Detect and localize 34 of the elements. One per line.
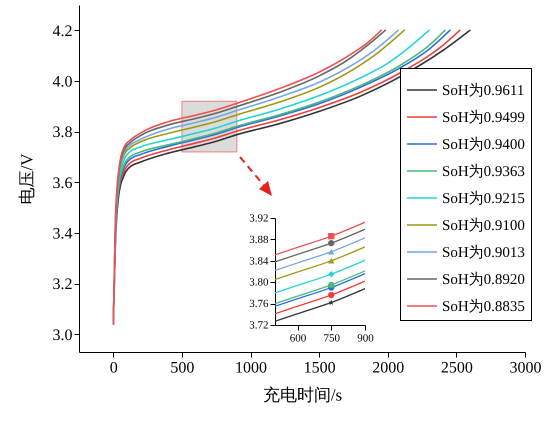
y-tick-label: 3.2 <box>52 276 72 294</box>
y-tick-label: 4.0 <box>52 73 72 90</box>
x-tick-label: 0 <box>110 360 118 376</box>
x-tick-label: 3000 <box>510 360 542 376</box>
y-tick-label: 3.84 <box>249 255 269 268</box>
y-tick-label: 4.2 <box>52 22 72 40</box>
y-tick-label: 3.92 <box>249 212 268 224</box>
legend-label: SoH为0.9013 <box>442 244 525 261</box>
y-tick-label: 3.88 <box>249 234 269 246</box>
x-tick-label: 1000 <box>235 360 268 376</box>
y-tick-label: 3.4 <box>52 225 72 242</box>
legend-label: SoH为0.9363 <box>442 163 525 180</box>
x-tick-label: 500 <box>170 360 194 376</box>
y-tick-label: 3.76 <box>249 298 269 310</box>
x-tick-label: 2500 <box>440 360 473 376</box>
x-axis-title: 充电时间/s <box>262 386 342 404</box>
y-tick-label: 3.72 <box>249 320 268 332</box>
legend-label: SoH为0.9499 <box>442 109 525 126</box>
y-tick-label: 3.6 <box>52 174 72 192</box>
x-tick-label: 600 <box>290 332 307 344</box>
y-tick-label: 3.80 <box>249 276 269 289</box>
y-axis-title: 电压/V <box>18 152 36 204</box>
x-tick-label: 2000 <box>372 360 404 376</box>
x-tick-label: 1500 <box>304 360 336 376</box>
legend-label: SoH为0.9215 <box>442 190 525 207</box>
y-tick-label: 3.8 <box>52 124 72 142</box>
x-tick-label: 750 <box>324 332 340 344</box>
legend-label: SoH为0.8835 <box>442 298 525 315</box>
x-tick-label: 900 <box>357 332 374 344</box>
legend-label: SoH为0.9400 <box>442 136 525 153</box>
legend-label: SoH为0.9611 <box>442 82 524 99</box>
y-tick-label: 3.0 <box>52 326 72 344</box>
legend-label: SoH为0.9100 <box>442 217 525 234</box>
legend-label: SoH为0.8920 <box>442 271 525 288</box>
